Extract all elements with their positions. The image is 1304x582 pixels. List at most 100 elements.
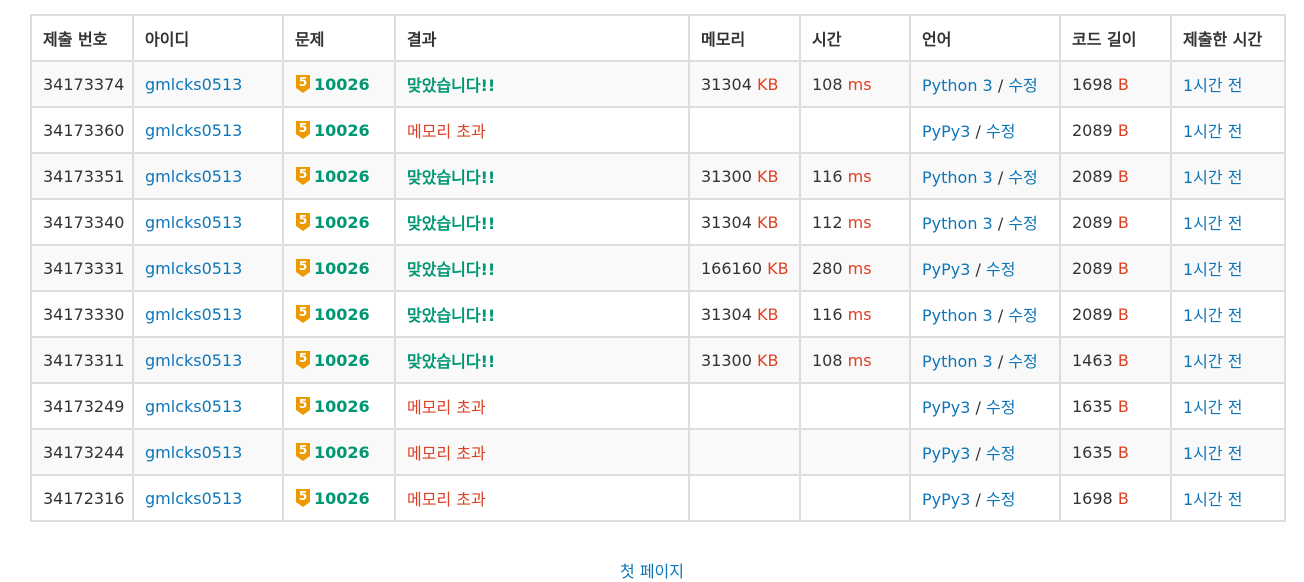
table-row: 34173330 gmlcks0513 5 10026 맞았습니다!! 31304 KB 1…	[30, 290, 1286, 338]
problem-link[interactable]: 10026	[314, 213, 370, 232]
table-header-row: 제출 번호 아이디 문제 결과 메모리 시간 언어 코드 길이 제출한 시간	[30, 14, 1286, 62]
tier-badge-icon: 5	[295, 396, 311, 416]
code-length-cell: 2089 B	[1059, 198, 1172, 246]
submitted-time-link[interactable]: 1시간 전	[1183, 214, 1243, 233]
submitted-cell: 1시간 전	[1170, 382, 1286, 430]
user-link[interactable]: gmlcks0513	[145, 396, 243, 416]
language-link[interactable]: PyPy3	[922, 444, 971, 463]
user-cell: gmlcks0513	[132, 152, 284, 200]
memory-value: 31300	[701, 350, 752, 370]
user-link[interactable]: gmlcks0513	[145, 350, 243, 370]
problem-link[interactable]: 10026	[314, 489, 370, 508]
tier-level: 5	[298, 305, 308, 319]
col-result: 결과	[394, 14, 690, 62]
user-link[interactable]: gmlcks0513	[145, 212, 243, 232]
submitted-cell: 1시간 전	[1170, 290, 1286, 338]
tier-level: 5	[298, 489, 308, 503]
problem-link[interactable]: 10026	[314, 305, 370, 324]
user-link[interactable]: gmlcks0513	[145, 74, 243, 94]
edit-link[interactable]: 수정	[986, 444, 1016, 463]
problem-link[interactable]: 10026	[314, 167, 370, 186]
memory-cell	[688, 106, 801, 154]
submitted-cell: 1시간 전	[1170, 198, 1286, 246]
table-row: 34173340 gmlcks0513 5 10026 맞았습니다!! 31304 KB 1…	[30, 198, 1286, 246]
user-link[interactable]: gmlcks0513	[145, 166, 243, 186]
language-cell: PyPy3 / 수정	[909, 428, 1061, 476]
problem-cell: 5 10026	[282, 106, 396, 154]
submitted-time-link[interactable]: 1시간 전	[1183, 352, 1243, 371]
tier-level: 5	[298, 397, 308, 411]
submission-id: 34173330	[30, 290, 134, 338]
code-length-value: 2089	[1072, 166, 1113, 186]
user-link[interactable]: gmlcks0513	[145, 304, 243, 324]
edit-link[interactable]: 수정	[1008, 214, 1038, 233]
submitted-cell: 1시간 전	[1170, 336, 1286, 384]
table-row: 34173244 gmlcks0513 5 10026 메모리 초과 PyPy3 / 수정…	[30, 428, 1286, 476]
tier-level: 5	[298, 121, 308, 135]
code-length-cell: 1635 B	[1059, 428, 1172, 476]
submitted-cell: 1시간 전	[1170, 152, 1286, 200]
edit-link[interactable]: 수정	[1008, 168, 1038, 187]
user-link[interactable]: gmlcks0513	[145, 258, 243, 278]
memory-unit: KB	[767, 258, 789, 278]
language-link[interactable]: PyPy3	[922, 398, 971, 417]
code-length-value: 2089	[1072, 212, 1113, 232]
problem-link[interactable]: 10026	[314, 75, 370, 94]
edit-link[interactable]: 수정	[1008, 352, 1038, 371]
language-link[interactable]: PyPy3	[922, 260, 971, 279]
submitted-time-link[interactable]: 1시간 전	[1183, 168, 1243, 187]
submitted-time-link[interactable]: 1시간 전	[1183, 398, 1243, 417]
user-cell: gmlcks0513	[132, 60, 284, 108]
edit-link[interactable]: 수정	[986, 260, 1016, 279]
problem-link[interactable]: 10026	[314, 121, 370, 140]
tier-level: 5	[298, 75, 308, 89]
submitted-cell: 1시간 전	[1170, 474, 1286, 522]
user-link[interactable]: gmlcks0513	[145, 120, 243, 140]
edit-link[interactable]: 수정	[1008, 76, 1038, 95]
edit-link[interactable]: 수정	[986, 122, 1016, 141]
time-value: 280	[812, 258, 843, 278]
submitted-time-link[interactable]: 1시간 전	[1183, 490, 1243, 509]
edit-link[interactable]: 수정	[986, 398, 1016, 417]
submitted-time-link[interactable]: 1시간 전	[1183, 76, 1243, 95]
submitted-time-link[interactable]: 1시간 전	[1183, 444, 1243, 463]
problem-link[interactable]: 10026	[314, 259, 370, 278]
language-link[interactable]: Python 3	[922, 352, 993, 371]
result-text: 맞았습니다!!	[407, 214, 496, 233]
edit-link[interactable]: 수정	[986, 490, 1016, 509]
language-link[interactable]: PyPy3	[922, 490, 971, 509]
problem-cell: 5 10026	[282, 60, 396, 108]
submitted-cell: 1시간 전	[1170, 60, 1286, 108]
code-length-value: 2089	[1072, 120, 1113, 140]
col-user: 아이디	[132, 14, 284, 62]
user-link[interactable]: gmlcks0513	[145, 488, 243, 508]
language-link[interactable]: Python 3	[922, 76, 993, 95]
problem-link[interactable]: 10026	[314, 443, 370, 462]
submitted-time-link[interactable]: 1시간 전	[1183, 122, 1243, 141]
code-length-value: 1463	[1072, 350, 1113, 370]
code-length-unit: B	[1117, 258, 1129, 278]
language-link[interactable]: Python 3	[922, 214, 993, 233]
submitted-time-link[interactable]: 1시간 전	[1183, 306, 1243, 325]
language-link[interactable]: PyPy3	[922, 122, 971, 141]
tier-badge-icon: 5	[295, 258, 311, 278]
submitted-time-link[interactable]: 1시간 전	[1183, 260, 1243, 279]
user-link[interactable]: gmlcks0513	[145, 442, 243, 462]
tier-badge-icon: 5	[295, 74, 311, 94]
memory-unit: KB	[757, 74, 779, 94]
time-cell	[799, 382, 911, 430]
tier-badge-icon: 5	[295, 212, 311, 232]
edit-link[interactable]: 수정	[1008, 306, 1038, 325]
tier-level: 5	[298, 167, 308, 181]
time-cell	[799, 428, 911, 476]
language-link[interactable]: Python 3	[922, 168, 993, 187]
code-length-unit: B	[1117, 212, 1129, 232]
memory-cell: 31300 KB	[688, 336, 801, 384]
memory-cell: 31304 KB	[688, 60, 801, 108]
problem-link[interactable]: 10026	[314, 351, 370, 370]
problem-link[interactable]: 10026	[314, 397, 370, 416]
result-cell: 맞았습니다!!	[394, 336, 690, 384]
separator: /	[975, 490, 981, 509]
first-page-link[interactable]: 첫 페이지	[620, 562, 684, 581]
language-link[interactable]: Python 3	[922, 306, 993, 325]
